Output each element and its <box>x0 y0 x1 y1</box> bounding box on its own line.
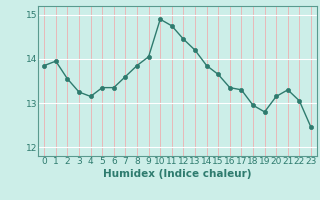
X-axis label: Humidex (Indice chaleur): Humidex (Indice chaleur) <box>103 169 252 179</box>
